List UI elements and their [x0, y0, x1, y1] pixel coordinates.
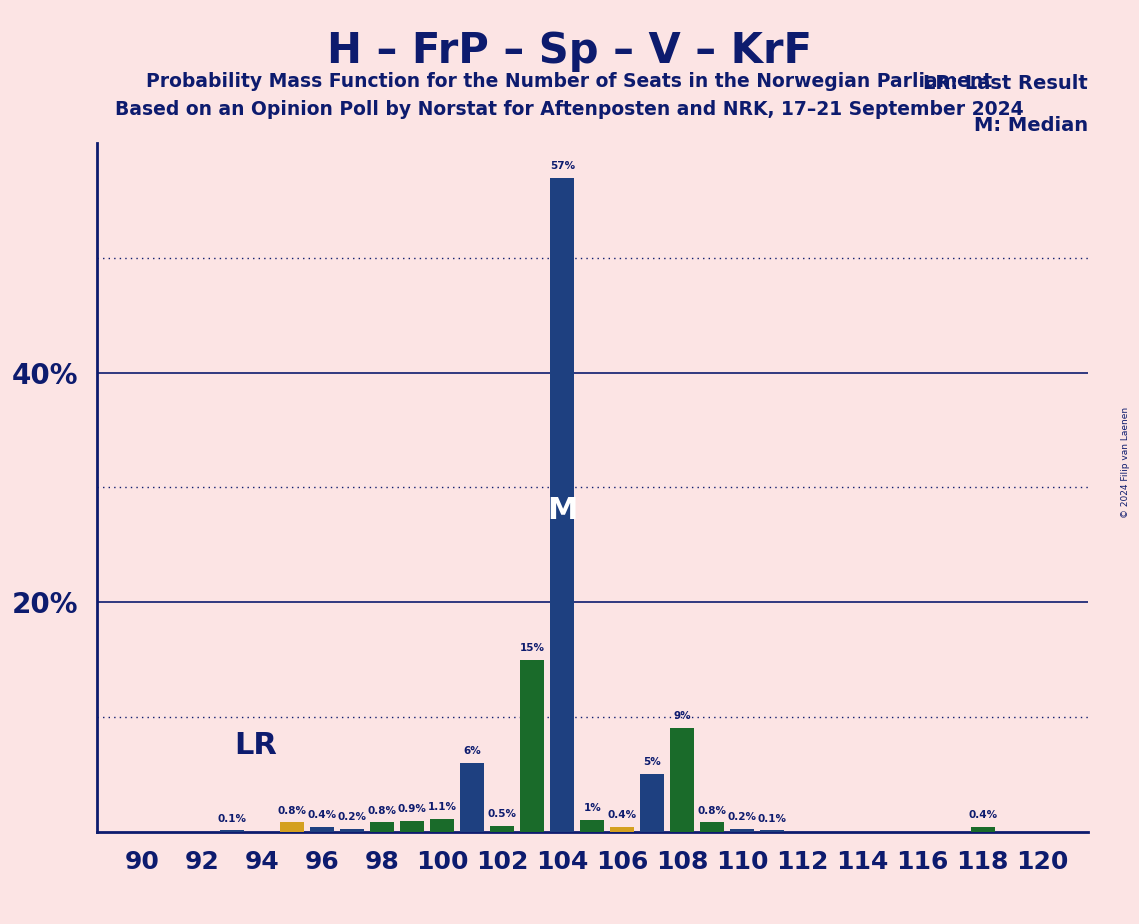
Text: 0.4%: 0.4% — [308, 810, 337, 821]
Text: H – FrP – Sp – V – KrF: H – FrP – Sp – V – KrF — [327, 30, 812, 71]
Bar — [550, 177, 574, 832]
Bar — [220, 831, 244, 832]
Text: 0.1%: 0.1% — [218, 813, 246, 823]
Text: 0.2%: 0.2% — [728, 812, 757, 822]
Bar — [611, 827, 634, 832]
Text: 6%: 6% — [464, 746, 481, 756]
Text: LR: Last Result: LR: Last Result — [923, 74, 1088, 93]
Text: 15%: 15% — [519, 642, 544, 652]
Text: 0.4%: 0.4% — [968, 810, 998, 821]
Bar — [341, 830, 364, 832]
Text: 0.4%: 0.4% — [608, 810, 637, 821]
Text: 57%: 57% — [550, 161, 575, 171]
Text: 0.8%: 0.8% — [278, 806, 306, 816]
Bar — [700, 822, 724, 832]
Bar — [370, 822, 394, 832]
Text: © 2024 Filip van Laenen: © 2024 Filip van Laenen — [1121, 407, 1130, 517]
Bar — [580, 821, 605, 832]
Text: M: M — [547, 496, 577, 525]
Bar — [280, 822, 304, 832]
Text: 0.2%: 0.2% — [337, 812, 367, 822]
Text: 1.1%: 1.1% — [427, 802, 457, 812]
Bar — [490, 826, 514, 832]
Text: 0.9%: 0.9% — [398, 805, 426, 814]
Bar — [460, 763, 484, 832]
Bar — [761, 831, 785, 832]
Text: 0.8%: 0.8% — [368, 806, 396, 816]
Bar — [521, 660, 544, 832]
Text: 0.8%: 0.8% — [698, 806, 727, 816]
Text: 0.1%: 0.1% — [757, 813, 787, 823]
Bar — [431, 819, 454, 832]
Text: 5%: 5% — [644, 758, 662, 767]
Text: LR: LR — [235, 731, 278, 760]
Bar — [970, 827, 994, 832]
Text: Based on an Opinion Poll by Norstat for Aftenposten and NRK, 17–21 September 202: Based on an Opinion Poll by Norstat for … — [115, 100, 1024, 119]
Bar — [671, 728, 695, 832]
Bar — [730, 830, 754, 832]
Bar — [400, 821, 424, 832]
Text: M: Median: M: Median — [974, 116, 1088, 135]
Bar — [310, 827, 334, 832]
Text: 9%: 9% — [673, 711, 691, 722]
Text: 0.5%: 0.5% — [487, 809, 517, 819]
Text: Probability Mass Function for the Number of Seats in the Norwegian Parliament: Probability Mass Function for the Number… — [147, 72, 992, 91]
Text: 1%: 1% — [583, 803, 601, 813]
Bar — [640, 774, 664, 832]
